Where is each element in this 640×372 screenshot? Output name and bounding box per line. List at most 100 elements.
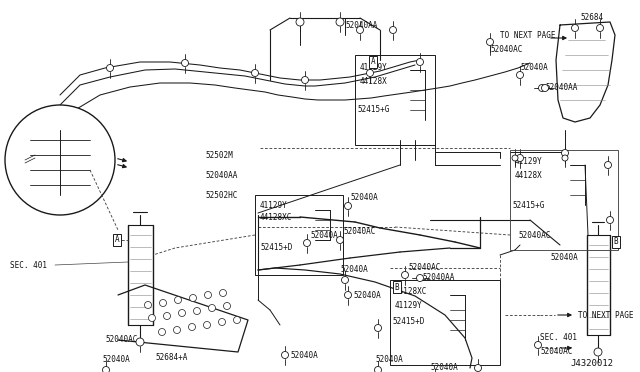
Circle shape — [173, 327, 180, 334]
Circle shape — [218, 318, 225, 326]
Bar — [255, 195, 343, 275]
Circle shape — [303, 240, 310, 247]
Circle shape — [5, 105, 115, 215]
Circle shape — [205, 292, 211, 298]
Text: 52040A: 52040A — [290, 350, 317, 359]
Text: 52040AA: 52040AA — [205, 170, 237, 180]
Text: 41129Y: 41129Y — [515, 157, 543, 167]
Text: 52040AA: 52040AA — [545, 83, 577, 93]
Text: SEC. 401: SEC. 401 — [10, 260, 47, 269]
Circle shape — [189, 295, 196, 301]
Circle shape — [541, 84, 548, 92]
Circle shape — [102, 366, 109, 372]
Text: 52040AC: 52040AC — [490, 45, 522, 55]
Text: TO NEXT PAGE: TO NEXT PAGE — [500, 31, 556, 39]
Circle shape — [209, 305, 216, 311]
Circle shape — [342, 276, 349, 283]
Circle shape — [145, 301, 152, 308]
Circle shape — [182, 60, 189, 67]
Text: 52415+D: 52415+D — [260, 244, 292, 253]
Text: 52040A: 52040A — [375, 356, 403, 365]
Circle shape — [336, 18, 344, 26]
Text: 52040A: 52040A — [520, 64, 548, 73]
Circle shape — [106, 64, 113, 71]
Text: B: B — [614, 237, 618, 247]
Circle shape — [401, 272, 408, 279]
Text: 52040AC: 52040AC — [518, 231, 550, 240]
Circle shape — [516, 71, 524, 78]
Circle shape — [189, 324, 195, 330]
Circle shape — [516, 154, 524, 161]
Circle shape — [282, 352, 289, 359]
Circle shape — [337, 237, 344, 244]
Circle shape — [356, 26, 364, 33]
Text: 52415+D: 52415+D — [392, 317, 424, 327]
Text: 52040AA: 52040AA — [345, 20, 378, 29]
Circle shape — [417, 275, 424, 282]
Bar — [355, 55, 435, 145]
Text: 52684: 52684 — [580, 13, 603, 22]
Text: 52415+G: 52415+G — [357, 106, 389, 115]
Circle shape — [223, 302, 230, 310]
Text: 52040AC: 52040AC — [408, 263, 440, 273]
Circle shape — [367, 70, 374, 77]
Text: 52040A: 52040A — [353, 291, 381, 299]
Bar — [390, 280, 500, 365]
Text: 41129Y: 41129Y — [360, 64, 388, 73]
Text: J4320012: J4320012 — [570, 359, 613, 368]
Text: A: A — [115, 235, 119, 244]
Circle shape — [344, 202, 351, 209]
Circle shape — [296, 18, 304, 26]
Circle shape — [572, 25, 579, 32]
Circle shape — [344, 292, 351, 298]
Text: 52040A: 52040A — [550, 253, 578, 263]
Circle shape — [175, 296, 182, 304]
Text: TO NEXT PAGE: TO NEXT PAGE — [578, 311, 634, 320]
Bar — [510, 150, 618, 250]
Circle shape — [594, 348, 602, 356]
Circle shape — [252, 70, 259, 77]
Circle shape — [390, 26, 397, 33]
Circle shape — [417, 58, 424, 65]
Text: 44128X: 44128X — [515, 170, 543, 180]
Text: 52040AA: 52040AA — [422, 273, 454, 282]
Text: 52415+G: 52415+G — [512, 201, 545, 209]
Circle shape — [562, 155, 568, 161]
Circle shape — [234, 317, 241, 324]
Circle shape — [534, 341, 541, 349]
Circle shape — [193, 308, 200, 314]
Circle shape — [148, 314, 156, 321]
Circle shape — [374, 324, 381, 331]
Text: 52502HC: 52502HC — [205, 190, 237, 199]
Text: 52040A: 52040A — [310, 231, 338, 240]
Text: A: A — [371, 58, 375, 67]
Text: SEC. 401: SEC. 401 — [540, 334, 577, 343]
Circle shape — [486, 38, 493, 45]
Circle shape — [561, 150, 568, 157]
Text: 44128XC: 44128XC — [260, 214, 292, 222]
Text: 41129Y: 41129Y — [395, 301, 423, 310]
Text: 52040A: 52040A — [430, 363, 458, 372]
Text: 52040A: 52040A — [350, 193, 378, 202]
Circle shape — [159, 299, 166, 307]
Text: 52040AC: 52040AC — [540, 347, 572, 356]
Circle shape — [301, 77, 308, 83]
Circle shape — [538, 84, 545, 92]
Circle shape — [136, 338, 144, 346]
Circle shape — [204, 321, 211, 328]
Circle shape — [605, 161, 611, 169]
Circle shape — [159, 328, 166, 336]
Circle shape — [374, 366, 381, 372]
Text: 44128X: 44128X — [360, 77, 388, 87]
Circle shape — [163, 312, 170, 320]
Circle shape — [596, 25, 604, 32]
Text: B: B — [395, 282, 399, 292]
Text: 52040A: 52040A — [102, 356, 130, 365]
Circle shape — [512, 155, 518, 161]
Text: 52684+A: 52684+A — [155, 353, 188, 362]
Text: 41129Y: 41129Y — [260, 201, 288, 209]
Text: 52040AC: 52040AC — [105, 336, 138, 344]
Circle shape — [607, 217, 614, 224]
Circle shape — [474, 365, 481, 372]
Text: 52040AC: 52040AC — [343, 228, 376, 237]
